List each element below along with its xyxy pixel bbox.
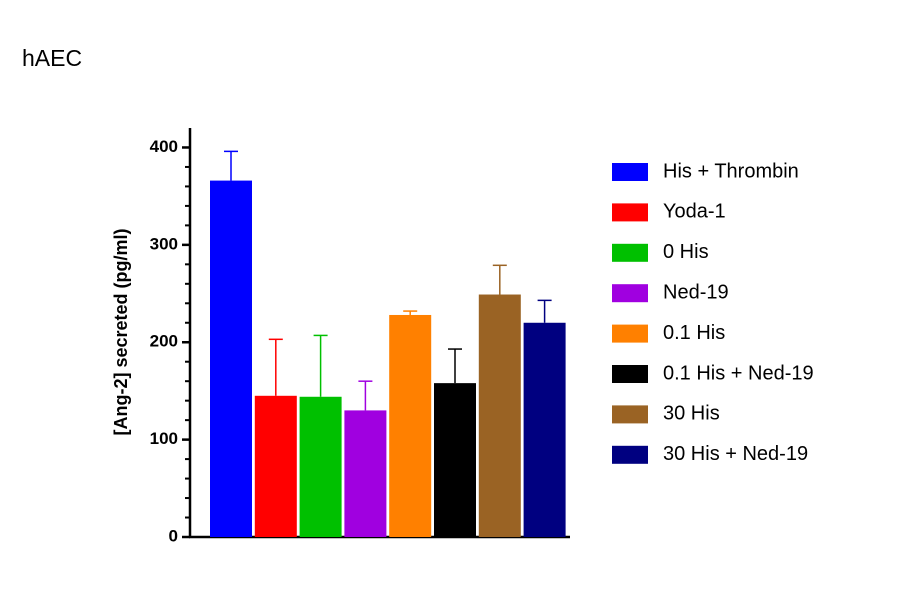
- bar: [344, 410, 387, 537]
- legend-label: 30 His: [663, 403, 720, 425]
- legend-swatch: [612, 445, 648, 464]
- chart-title: hAEC: [22, 45, 82, 71]
- y-tick-label: 100: [150, 429, 178, 448]
- bar: [434, 383, 476, 537]
- legend-swatch: [612, 243, 648, 262]
- bar: [523, 322, 566, 537]
- legend-swatch: [612, 324, 648, 343]
- bar: [210, 180, 252, 538]
- legend-label: 0 His: [663, 241, 709, 263]
- bar: [299, 396, 342, 537]
- y-tick-label: 300: [150, 234, 178, 253]
- legend-swatch: [612, 163, 648, 181]
- y-tick-label: 200: [150, 332, 178, 351]
- legend-swatch: [612, 405, 648, 424]
- y-axis-label: [Ang-2] secreted (pg/ml): [111, 228, 131, 435]
- legend-label: Ned-19: [663, 281, 729, 303]
- legend-label: 0.1 His: [663, 322, 725, 344]
- bar: [389, 314, 432, 537]
- legend-label: 30 His + Ned-19: [663, 443, 808, 465]
- bar: [478, 294, 521, 537]
- bar: [254, 395, 297, 537]
- legend-swatch: [612, 284, 648, 303]
- legend-swatch: [612, 365, 648, 383]
- y-tick-label: 400: [150, 137, 178, 156]
- legend-swatch: [612, 203, 648, 222]
- legend-label: His + Thrombin: [663, 160, 799, 182]
- legend-label: Yoda-1: [663, 201, 726, 223]
- y-tick-label: 0: [169, 526, 178, 545]
- legend-label: 0.1 His + Ned-19: [663, 362, 814, 384]
